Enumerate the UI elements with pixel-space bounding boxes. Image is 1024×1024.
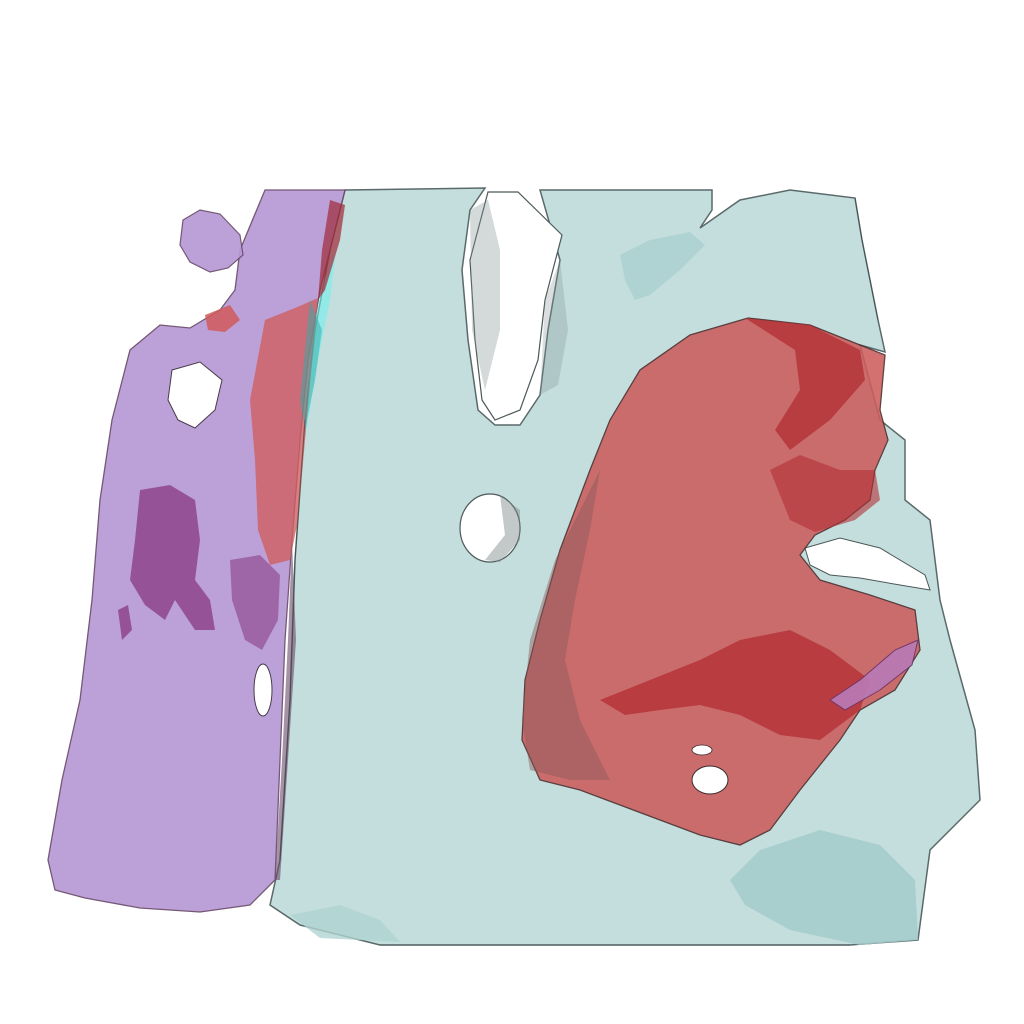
teal-volume-edge-shade [540, 260, 568, 395]
purple-slab [47, 189, 346, 913]
red-mass-hole [691, 744, 713, 756]
teal-volume-shadow [730, 830, 918, 945]
teal-volume-hole [804, 537, 931, 591]
purple-slab-dark [118, 605, 132, 640]
red-mass-hole [691, 765, 729, 795]
purple-slab-hole [167, 361, 223, 429]
cyan-highlight [305, 250, 336, 440]
teal-volume-edge-shade [470, 200, 500, 390]
cyan-highlight [300, 300, 322, 430]
purple-slab-dark [230, 555, 280, 650]
red-strip-dark [318, 200, 345, 300]
purple-slab-dark [130, 485, 215, 630]
teal-volume-hole [459, 493, 521, 563]
teal-volume-hole [469, 191, 563, 421]
red-strip [205, 305, 240, 332]
teal-volume-shadow [620, 232, 705, 300]
mesh-edges [279, 197, 879, 946]
purple-slab-edge [275, 540, 296, 880]
purple-slab-fragment [179, 209, 244, 273]
red-mass-dark [600, 630, 870, 740]
purple-sliver [829, 639, 919, 711]
purple-slab-hole [253, 663, 273, 717]
red-mass-shadow [522, 470, 610, 780]
red-strip [250, 298, 318, 565]
teal-volume-edge-shade [485, 495, 520, 562]
red-mass [521, 317, 921, 846]
teal-volume-shadow [290, 905, 400, 942]
red-mass-dark [745, 318, 865, 450]
red-mass-dark [770, 455, 880, 532]
